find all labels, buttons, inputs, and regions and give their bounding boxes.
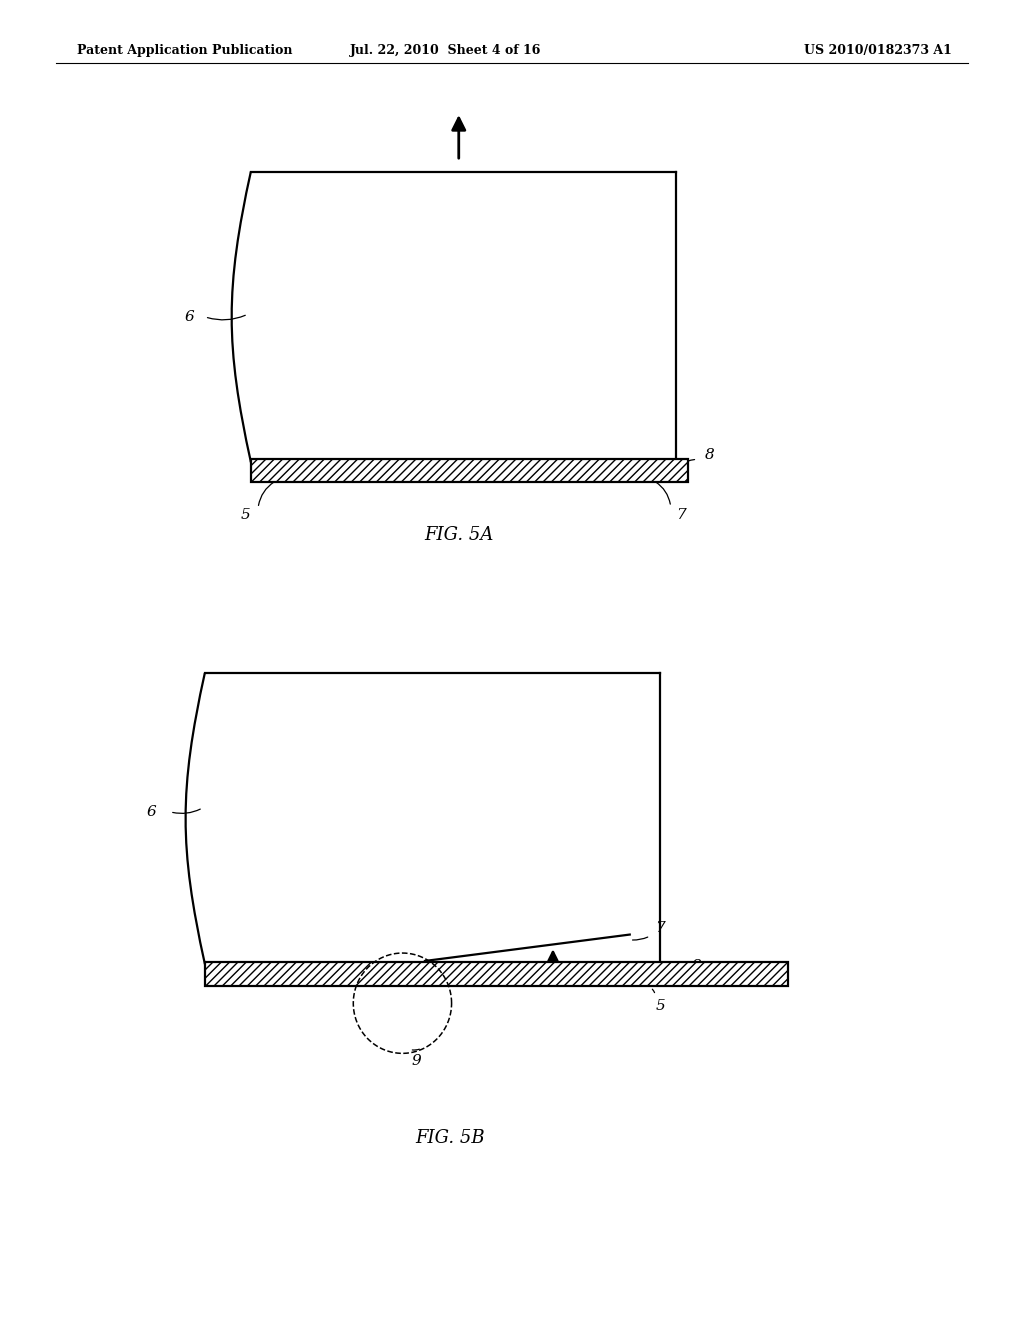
Text: Jul. 22, 2010  Sheet 4 of 16: Jul. 22, 2010 Sheet 4 of 16 (350, 44, 541, 57)
Text: FIG. 5A: FIG. 5A (424, 525, 494, 544)
Text: 8: 8 (691, 960, 701, 973)
Text: 7: 7 (655, 921, 666, 935)
Text: 9: 9 (412, 1055, 422, 1068)
Bar (251, 459, 688, 482)
Text: 8: 8 (705, 449, 715, 462)
Text: US 2010/0182373 A1: US 2010/0182373 A1 (805, 44, 952, 57)
Text: Patent Application Publication: Patent Application Publication (77, 44, 292, 57)
Text: FIG. 5B: FIG. 5B (416, 1129, 485, 1147)
Text: 5: 5 (241, 508, 251, 521)
Text: 6: 6 (184, 310, 195, 323)
Text: 5: 5 (655, 999, 666, 1012)
Bar (205, 673, 660, 964)
Bar (205, 962, 788, 986)
Text: 6: 6 (146, 805, 157, 818)
Bar (251, 172, 676, 462)
Text: 7: 7 (676, 508, 686, 521)
